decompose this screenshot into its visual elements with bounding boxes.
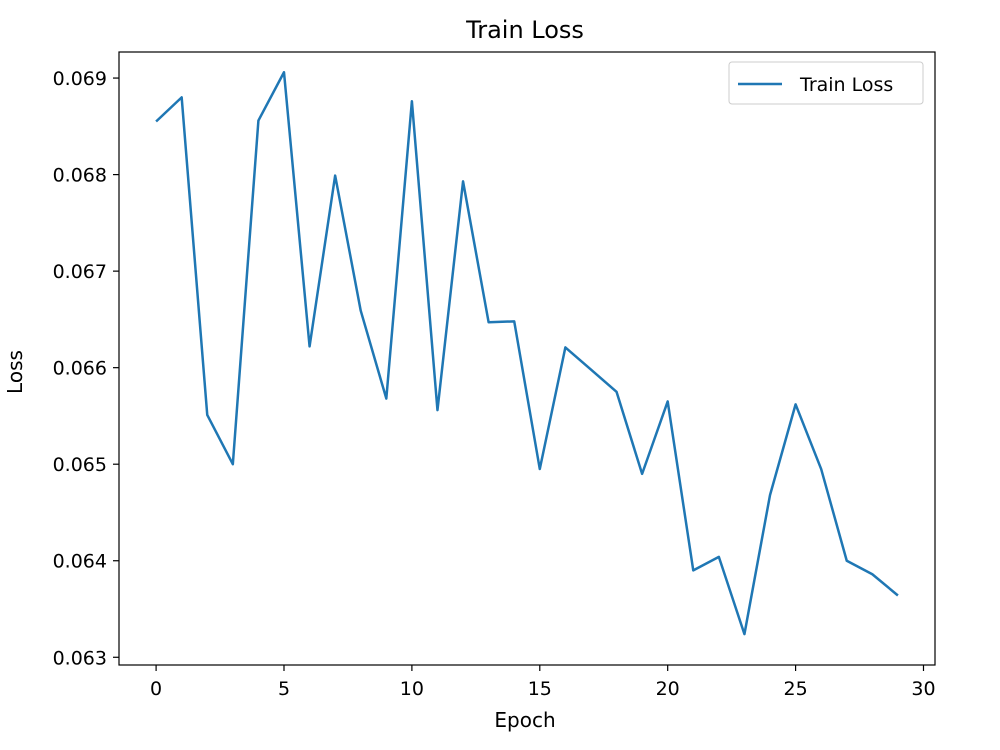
y-tick-label: 0.068 bbox=[53, 165, 107, 187]
x-tick-label: 25 bbox=[783, 678, 807, 700]
x-tick-label: 0 bbox=[150, 678, 162, 700]
y-axis: 0.063 0.064 0.065 0.066 0.067 0.068 0.069 bbox=[53, 68, 119, 669]
y-tick-label: 0.067 bbox=[53, 261, 107, 283]
legend: Train Loss bbox=[728, 61, 924, 105]
y-tick-label: 0.064 bbox=[53, 551, 107, 573]
y-axis-label: Loss bbox=[3, 350, 27, 394]
plot-frame bbox=[118, 51, 936, 666]
x-tick-label: 20 bbox=[656, 678, 680, 700]
plot-area bbox=[118, 51, 936, 666]
x-tick-label: 15 bbox=[528, 678, 552, 700]
x-tick-label: 5 bbox=[278, 678, 290, 700]
y-tick-label: 0.065 bbox=[53, 454, 107, 476]
x-tick-label: 10 bbox=[400, 678, 424, 700]
series-layer bbox=[155, 71, 899, 636]
legend-box bbox=[728, 61, 924, 105]
y-tick-label: 0.066 bbox=[53, 358, 107, 380]
chart-title: Train Loss bbox=[465, 16, 584, 44]
x-axis-label: Epoch bbox=[494, 708, 555, 732]
y-tick-label: 0.063 bbox=[53, 647, 107, 669]
legend-label-train-loss: Train Loss bbox=[799, 74, 893, 96]
y-tick-label: 0.069 bbox=[53, 68, 107, 90]
x-axis: 0 5 10 15 20 25 30 bbox=[150, 665, 936, 700]
series-line-train-loss bbox=[155, 71, 899, 636]
x-tick-label: 30 bbox=[911, 678, 935, 700]
